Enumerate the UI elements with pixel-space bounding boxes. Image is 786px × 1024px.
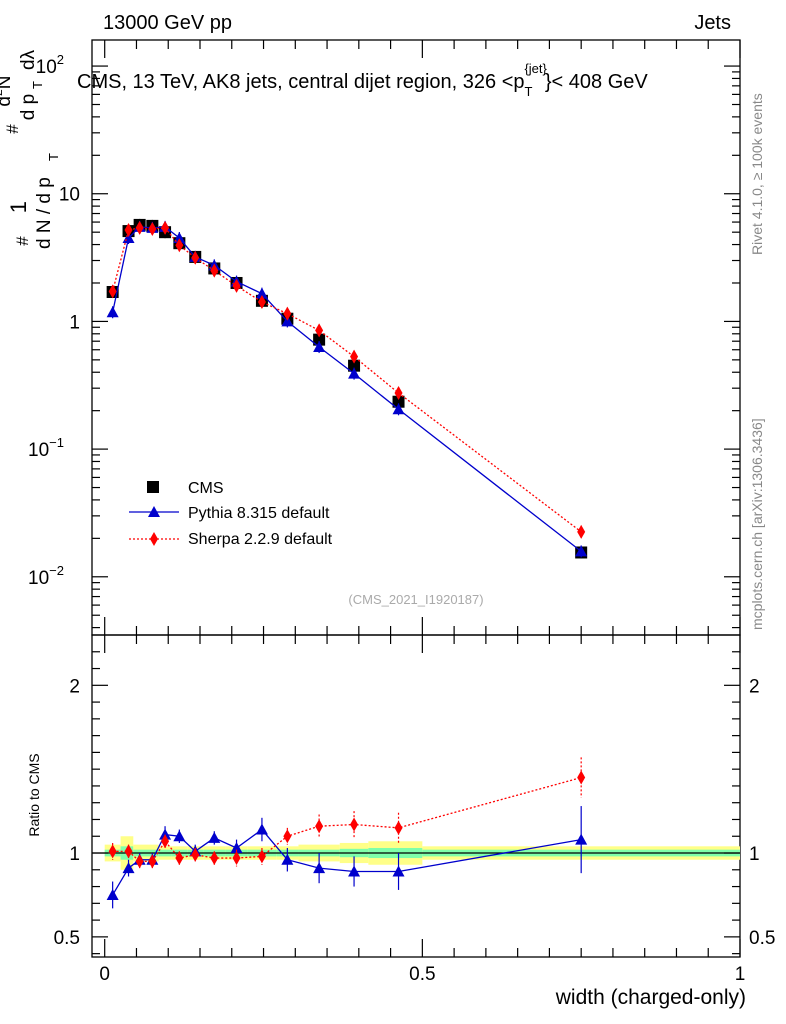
point-sherpa — [577, 524, 586, 539]
ratio-point-sherpa — [315, 819, 324, 834]
ratio-y-tick-label-left: 0.5 — [54, 928, 80, 949]
ratio-y-tick-label-right: 0.5 — [749, 928, 775, 949]
chart-title: CMS, 13 TeV, AK8 jets, central dijet reg… — [77, 61, 648, 99]
point-sherpa — [315, 323, 324, 338]
point-sherpa — [175, 238, 184, 253]
ratio-point-sherpa — [350, 817, 359, 832]
title-end: }< 408 GeV — [545, 71, 649, 93]
legend-label-pythia: Pythia 8.315 default — [188, 505, 330, 522]
ratio-point-pythia — [173, 830, 186, 842]
point-pythia — [106, 306, 119, 318]
mcplots-label: mcplots.cern.ch [arXiv:1306.3436] — [749, 418, 765, 630]
series-line-sherpa — [112, 227, 582, 533]
ratio-y-axis-label: Ratio to CMS — [26, 753, 42, 836]
point-pythia — [173, 232, 186, 244]
y-tick-label: 10−1 — [28, 435, 64, 461]
legend-marker-cms — [147, 481, 159, 493]
header-left: 13000 GeV pp — [103, 12, 232, 34]
ratio-point-pythia — [281, 853, 294, 865]
point-pythia — [348, 367, 361, 379]
point-sherpa — [124, 223, 133, 238]
header-right: Jets — [694, 12, 731, 34]
point-sherpa — [232, 278, 241, 293]
point-sherpa — [108, 284, 117, 299]
legend-marker-sherpa — [150, 532, 158, 546]
ratio-axes-ticks: 0 0.5 10.5 0.51 12 2 — [54, 40, 775, 985]
ratio-point-sherpa — [394, 820, 403, 835]
point-sherpa — [257, 294, 266, 309]
title-sup: {jet} — [524, 61, 547, 76]
ratio-point-pythia — [106, 888, 119, 900]
ratio-point-sherpa — [135, 854, 144, 869]
ratio-point-sherpa — [161, 834, 170, 849]
y-tick-label: 1 — [69, 312, 80, 333]
title-sub: T — [525, 84, 533, 99]
point-cms — [313, 333, 326, 346]
ratio-point-sherpa — [232, 851, 241, 866]
legend: CMS Pythia 8.315 default Sherpa 2.2.9 de… — [129, 480, 333, 548]
ratio-y-tick-label-left: 2 — [69, 676, 80, 697]
ratio-y-tick-label-left: 1 — [69, 844, 80, 865]
ratio-point-pythia — [122, 862, 135, 874]
point-sherpa — [350, 349, 359, 364]
ratio-point-pythia — [255, 823, 268, 835]
main-series-layer — [106, 218, 588, 559]
ratio-point-sherpa — [191, 847, 200, 862]
point-sherpa — [191, 250, 200, 265]
ratio-y-tick-label-right: 2 — [749, 676, 760, 697]
point-sherpa — [148, 221, 157, 236]
point-pythia — [575, 545, 588, 557]
analysis-watermark: (CMS_2021_I1920187) — [348, 592, 483, 607]
series-line-pythia — [112, 226, 582, 552]
ratio-uncertainty-band — [92, 836, 740, 870]
rivet-version-label: Rivet 4.1.0, ≥ 100k events — [749, 93, 765, 255]
svg-text:# 1 d N / d p: # 1 d N / d p T # d2N d p T dλ — [0, 49, 63, 249]
ratio-plot-frame — [91, 634, 741, 958]
point-cms — [348, 359, 361, 372]
ratio-series-layer — [106, 757, 588, 909]
x-tick-label: 0 — [99, 964, 110, 985]
ratio-point-pythia — [230, 841, 243, 853]
svg-text:CMS, 13 TeV, AK8 jets, central: CMS, 13 TeV, AK8 jets, central dijet reg… — [77, 61, 648, 99]
point-cms — [392, 395, 405, 408]
ratio-point-pythia — [313, 862, 326, 874]
ratio-point-pythia — [392, 865, 405, 877]
y-tick-label: 10 — [59, 185, 80, 206]
ratio-point-pythia — [348, 865, 361, 877]
x-tick-label: 1 — [735, 964, 746, 985]
point-pythia — [281, 315, 294, 327]
ratio-point-sherpa — [124, 844, 133, 859]
legend-label-cms: CMS — [188, 480, 224, 497]
ratio-point-pythia — [159, 828, 172, 840]
point-sherpa — [135, 220, 144, 235]
point-pythia — [392, 403, 405, 415]
y-tick-label: 10−2 — [28, 563, 64, 589]
ratio-point-pythia — [575, 833, 588, 845]
ratio-point-sherpa — [577, 770, 586, 785]
ratio-point-sherpa — [283, 829, 292, 844]
main-axes-ticks: 10−2 10−1 1 10 102 — [28, 52, 740, 629]
ratio-point-sherpa — [148, 854, 157, 869]
point-sherpa — [161, 220, 170, 235]
ratio-point-sherpa — [210, 851, 219, 866]
main-y-axis-label: # 1 d N / d p T # d2N d p T dλ — [0, 49, 63, 249]
ratio-point-sherpa — [175, 851, 184, 866]
legend-marker-pythia — [148, 506, 160, 517]
ratio-point-sherpa — [108, 844, 117, 859]
point-pythia — [255, 287, 268, 299]
x-axis-label: width (charged-only) — [555, 986, 746, 1009]
ratio-point-sherpa — [257, 849, 266, 864]
point-sherpa — [394, 386, 403, 401]
legend-label-sherpa: Sherpa 2.2.9 default — [188, 531, 333, 548]
y-tick-label: 102 — [36, 52, 64, 78]
point-pythia — [313, 341, 326, 353]
point-sherpa — [210, 263, 219, 278]
ratio-y-tick-label-right: 1 — [749, 844, 760, 865]
point-sherpa — [283, 306, 292, 321]
title-main: CMS, 13 TeV, AK8 jets, central dijet reg… — [77, 71, 525, 93]
ratio-point-pythia — [208, 831, 221, 843]
x-tick-label: 0.5 — [409, 964, 435, 985]
